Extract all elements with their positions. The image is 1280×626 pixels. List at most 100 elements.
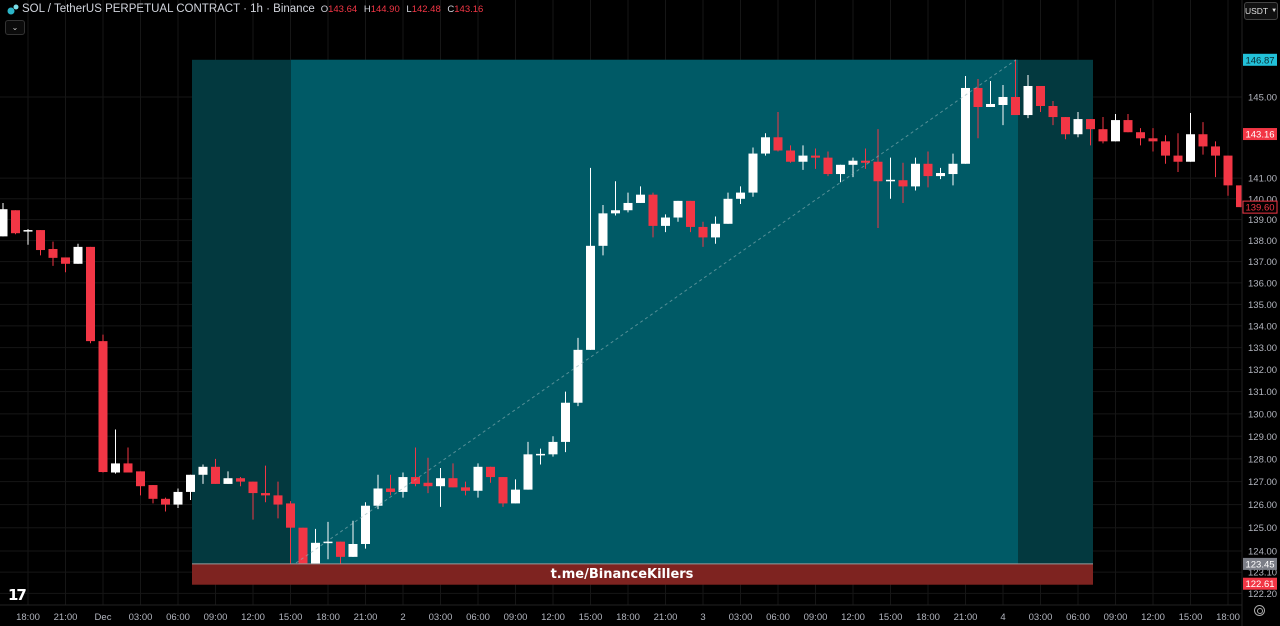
candle-body <box>1198 134 1208 147</box>
candle-body <box>1073 119 1083 135</box>
candle-body <box>786 150 795 162</box>
candle-body <box>311 542 320 564</box>
candle-body <box>348 543 358 557</box>
band-low-label: 122.61 <box>1245 579 1274 590</box>
price-tick-label: 132.00 <box>1248 365 1277 376</box>
time-tick-label: 18:00 <box>1216 612 1240 623</box>
candles <box>0 59 1242 575</box>
time-tick-label: 4 <box>1000 612 1005 623</box>
price-tick-label: 135.00 <box>1248 300 1277 311</box>
candle-body <box>886 179 895 182</box>
candle-body <box>198 466 208 475</box>
candle-body <box>323 541 333 544</box>
open-key: O <box>320 3 329 15</box>
time-tick-label: 09:00 <box>504 612 528 623</box>
candle-body <box>136 471 145 487</box>
last-price-label: 143.16 <box>1245 130 1274 141</box>
candle-body <box>123 463 133 473</box>
price-tick-label: 137.00 <box>1248 257 1277 268</box>
candle-body <box>536 453 545 456</box>
candle-body <box>861 160 870 163</box>
time-tick-label: 3 <box>700 612 705 623</box>
time-axis[interactable]: 18:00 21:00 Dec 03:00 06:00 09:00 12:00 15:00 18… <box>0 604 1242 623</box>
candle-body <box>923 163 933 177</box>
candle-body <box>1111 120 1120 142</box>
candle-body <box>1036 85 1045 106</box>
time-tick-label: 18:00 <box>16 612 40 623</box>
low-value: 142.48 <box>411 3 441 15</box>
tradingview-logo[interactable]: 17 <box>8 586 27 604</box>
candle-body <box>561 402 570 442</box>
candle-body <box>798 155 808 162</box>
candle-body <box>1048 105 1058 118</box>
candle-body <box>698 226 708 238</box>
candle-body <box>1148 138 1158 142</box>
price-tick-label: 130.00 <box>1248 409 1277 420</box>
price-tick-label: 126.00 <box>1248 500 1277 511</box>
candle-body <box>623 202 633 211</box>
current-price-label: 139.60 <box>1245 203 1274 214</box>
candle-body <box>961 87 970 164</box>
watermark-band <box>192 563 1093 585</box>
collapse-legend-button[interactable]: ⌄ <box>5 20 25 35</box>
price-tick-label: 140.00 <box>1248 194 1277 205</box>
candle-body <box>1161 141 1170 156</box>
time-tick-label: 12:00 <box>541 612 565 623</box>
symbol-title[interactable]: SOL / TetherUS PERPETUAL CONTRACT · 1h ·… <box>22 3 315 15</box>
trend-line <box>295 59 1017 564</box>
time-tick-label: 03:00 <box>429 612 453 623</box>
candle-body <box>1098 129 1108 142</box>
time-tick-label: 09:00 <box>204 612 228 623</box>
candle-body <box>1211 146 1220 156</box>
price-tick-label: 125.00 <box>1248 523 1277 534</box>
candle-body <box>361 505 370 544</box>
price-tick-label: 123.10 <box>1248 568 1277 579</box>
candle-body <box>498 477 508 504</box>
price-tick-label: 124.00 <box>1248 547 1277 558</box>
price-axis[interactable]: 145.00 141.00 140.00 139.00 138.00 137.00 136.… <box>1241 0 1278 626</box>
price-tick-label: 138.00 <box>1248 236 1277 247</box>
candle-body <box>36 230 45 251</box>
time-tick-label: 21:00 <box>54 612 78 623</box>
candle-body <box>1086 119 1095 130</box>
price-tick-label: 131.00 <box>1248 387 1277 398</box>
time-tick-label: 03:00 <box>129 612 153 623</box>
candle-body <box>461 487 470 491</box>
candle-body <box>511 489 520 504</box>
candle-body <box>386 488 395 492</box>
time-tick-label: 12:00 <box>241 612 265 623</box>
candle-body <box>473 466 483 491</box>
candle-body <box>873 161 883 182</box>
candle-body <box>711 223 720 238</box>
time-tick-label: 15:00 <box>279 612 303 623</box>
price-tick-label: 133.00 <box>1248 343 1277 354</box>
price-tick-label: 145.00 <box>1248 92 1277 103</box>
time-tick-label: 12:00 <box>841 612 865 623</box>
candle-body <box>1123 120 1133 133</box>
candle-body <box>111 463 120 473</box>
ohlc-values: O143.64 H144.90 L142.48 C143.16 <box>321 4 488 15</box>
time-tick-label: 18:00 <box>916 612 940 623</box>
candle-body <box>1223 155 1233 186</box>
candle-body <box>1136 132 1145 139</box>
candle-body <box>286 503 295 528</box>
settings-icon[interactable] <box>1254 605 1265 616</box>
candle-body <box>373 488 383 506</box>
range-high-label: 146.87 <box>1245 55 1274 66</box>
candle-body <box>86 246 95 342</box>
currency-button[interactable]: USDT ▼ <box>1244 2 1278 20</box>
candle-body <box>811 155 820 158</box>
range-high-label-bg <box>1243 53 1277 66</box>
candle-body <box>823 157 833 175</box>
symbol-header: SOL / TetherUS PERPETUAL CONTRACT · 1h ·… <box>6 3 487 15</box>
time-tick-label: 06:00 <box>1066 612 1090 623</box>
candle-body <box>661 217 670 226</box>
time-tick-label: 15:00 <box>1179 612 1203 623</box>
candle-body <box>423 482 433 487</box>
candle-body <box>636 194 645 203</box>
time-tick-label: Dec <box>95 612 112 623</box>
low-key: L <box>406 3 412 15</box>
candle-body <box>61 257 70 264</box>
candle-body <box>486 466 495 478</box>
